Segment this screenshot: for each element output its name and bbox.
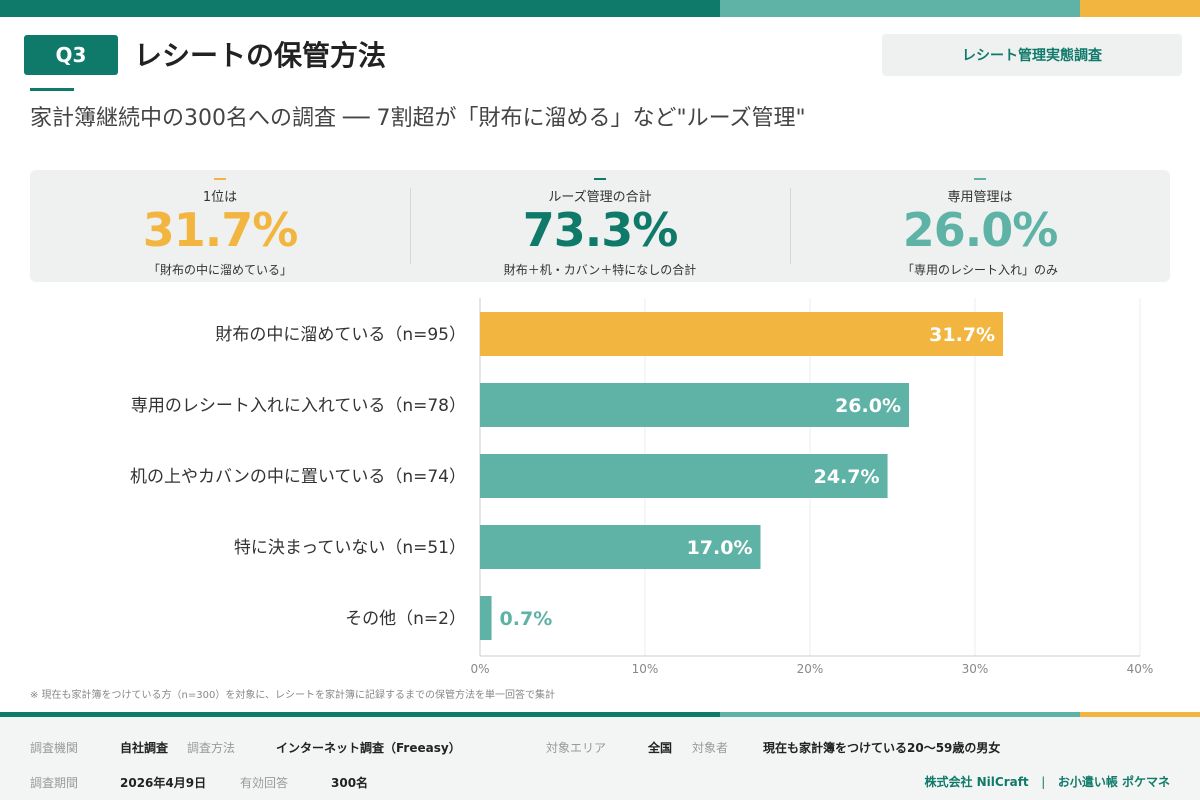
app-name: お小遣い帳 ポケマネ bbox=[1057, 775, 1170, 789]
data-label: 31.7% bbox=[929, 324, 995, 346]
top-accent-bar bbox=[0, 0, 1200, 17]
company-name: 株式会社 NilCraft bbox=[924, 775, 1029, 789]
org-value: 自社調査 bbox=[120, 741, 169, 755]
data-label: 24.7% bbox=[814, 466, 880, 488]
kpi-caption: 財布＋机・カバン＋特になしの合計 bbox=[503, 263, 697, 277]
x-tick-label: 10% bbox=[632, 662, 659, 676]
org-label: 調査機関 bbox=[30, 741, 79, 755]
kpi-loose: ルーズ管理の合計 73.3% 財布＋机・カバン＋特になしの合計 bbox=[410, 170, 790, 282]
kpi-value: 31.7% bbox=[142, 203, 299, 257]
data-label: 26.0% bbox=[835, 395, 901, 417]
page-title: レシートの保管方法 bbox=[134, 39, 387, 72]
period-label: 調査期間 bbox=[30, 776, 79, 790]
x-tick-label: 0% bbox=[470, 662, 489, 676]
survey-tag: レシート管理実態調査 bbox=[882, 34, 1182, 76]
category-label: 机の上やカバンの中に置いている（n=74） bbox=[130, 467, 466, 487]
bar bbox=[480, 383, 909, 427]
category-label: その他（n=2） bbox=[345, 609, 466, 629]
footnote: ※ 現在も家計簿をつけている方（n=300）を対象に、レシートを家計簿に記録する… bbox=[30, 690, 556, 701]
x-tick-label: 40% bbox=[1127, 662, 1154, 676]
category-label: 特に決まっていない（n=51） bbox=[234, 538, 466, 558]
kpi-value: 73.3% bbox=[522, 203, 679, 257]
page-subtitle: 家計簿継続中の300名への調査 ── 7割超が「財布に溜める」など"ルーズ管理" bbox=[30, 106, 806, 131]
credit: 株式会社 NilCraft | お小遣い帳 ポケマネ bbox=[924, 773, 1170, 790]
bar bbox=[480, 312, 1004, 356]
data-label: 17.0% bbox=[687, 537, 753, 559]
category-label: 財布の中に溜めている（n=95） bbox=[215, 325, 466, 345]
target-value: 現在も家計簿をつけている20〜59歳の男女 bbox=[763, 741, 1001, 755]
bar-chart: 0% 10% 20% 30% 40% 財布の中に溜めている（n=95） 31.7% 専用のレシ… bbox=[130, 298, 1154, 676]
kpi-caption: 「財布の中に溜めている」 bbox=[147, 263, 292, 277]
responses-value: 300名 bbox=[331, 776, 369, 790]
x-tick-label: 20% bbox=[797, 662, 824, 676]
bar bbox=[480, 454, 888, 498]
responses-label: 有効回答 bbox=[240, 776, 289, 790]
kpi-panel: 1位は 31.7% 「財布の中に溜めている」 ルーズ管理の合計 73.3% 財布＋机・カ… bbox=[30, 170, 1170, 282]
kpi-dedicated: 専用管理は 26.0% 「専用のレシート入れ」のみ bbox=[790, 170, 1170, 282]
area-value: 全国 bbox=[648, 741, 673, 755]
kpi-value: 26.0% bbox=[902, 203, 1059, 257]
separator: | bbox=[1041, 775, 1046, 789]
kpi-label: 1位は bbox=[202, 190, 238, 205]
title-underline bbox=[30, 88, 74, 91]
method-value: インターネット調査（Freeasy） bbox=[276, 741, 461, 755]
kpi-top: 1位は 31.7% 「財布の中に溜めている」 bbox=[30, 170, 410, 282]
footer: 調査機関 自社調査 調査方法 インターネット調査（Freeasy） 対象エリア … bbox=[0, 717, 1200, 800]
x-tick-label: 30% bbox=[962, 662, 989, 676]
bar bbox=[480, 596, 492, 640]
bar bbox=[480, 525, 761, 569]
kpi-label: 専用管理は bbox=[947, 190, 1013, 205]
data-label: 0.7% bbox=[500, 608, 553, 630]
method-label: 調査方法 bbox=[187, 741, 236, 755]
area-label: 対象エリア bbox=[546, 741, 607, 755]
category-label: 専用のレシート入れに入れている（n=78） bbox=[131, 396, 466, 416]
kpi-caption: 「専用のレシート入れ」のみ bbox=[901, 263, 1058, 277]
period-value: 2026年4月9日 bbox=[120, 776, 207, 790]
kpi-label: ルーズ管理の合計 bbox=[548, 190, 652, 205]
question-badge: Q3 bbox=[24, 35, 118, 75]
bottom-accent-bar bbox=[0, 712, 1200, 717]
target-label: 対象者 bbox=[692, 741, 729, 755]
